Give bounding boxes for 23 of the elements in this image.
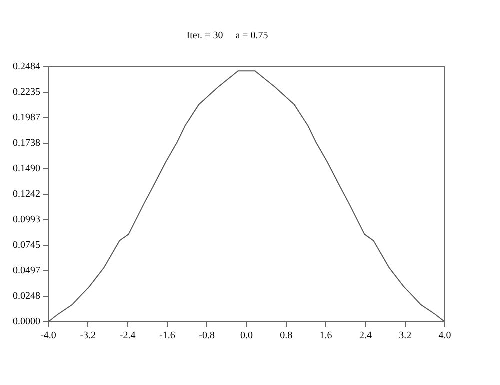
y-tick-label: 0.0248 (13, 291, 40, 302)
y-tick-label: 0.1987 (13, 112, 40, 124)
y-tick-label: 0.1242 (13, 189, 40, 200)
x-tick-label: -1.6 (160, 330, 176, 342)
x-tick-label: 2.4 (359, 330, 372, 342)
x-tick-label: -0.8 (199, 330, 216, 342)
x-tick-label: 4.0 (438, 330, 452, 342)
x-tick-label: -2.4 (120, 330, 136, 342)
y-tick-label: 0.0993 (13, 214, 40, 226)
y-tick-label: 0.0000 (13, 316, 40, 328)
chart-title: Iter. = 30 a = 0.75 (186, 30, 268, 42)
y-tick-label: 0.0497 (13, 266, 40, 277)
y-tick-label: 0.2484 (13, 62, 40, 73)
y-tick-label: 0.2235 (13, 87, 40, 98)
x-tick-label: -4.0 (40, 330, 56, 342)
x-tick-label: -3.2 (80, 330, 96, 342)
y-tick-label: 0.1490 (13, 164, 40, 175)
x-tick-label: 0.0 (240, 330, 253, 342)
x-tick-label: 0.8 (280, 330, 293, 342)
y-tick-label: 0.1738 (13, 138, 40, 150)
x-tick-label: 1.6 (320, 330, 332, 342)
x-tick-label: 3.2 (399, 330, 412, 342)
y-tick-label: 0.0745 (13, 240, 40, 252)
